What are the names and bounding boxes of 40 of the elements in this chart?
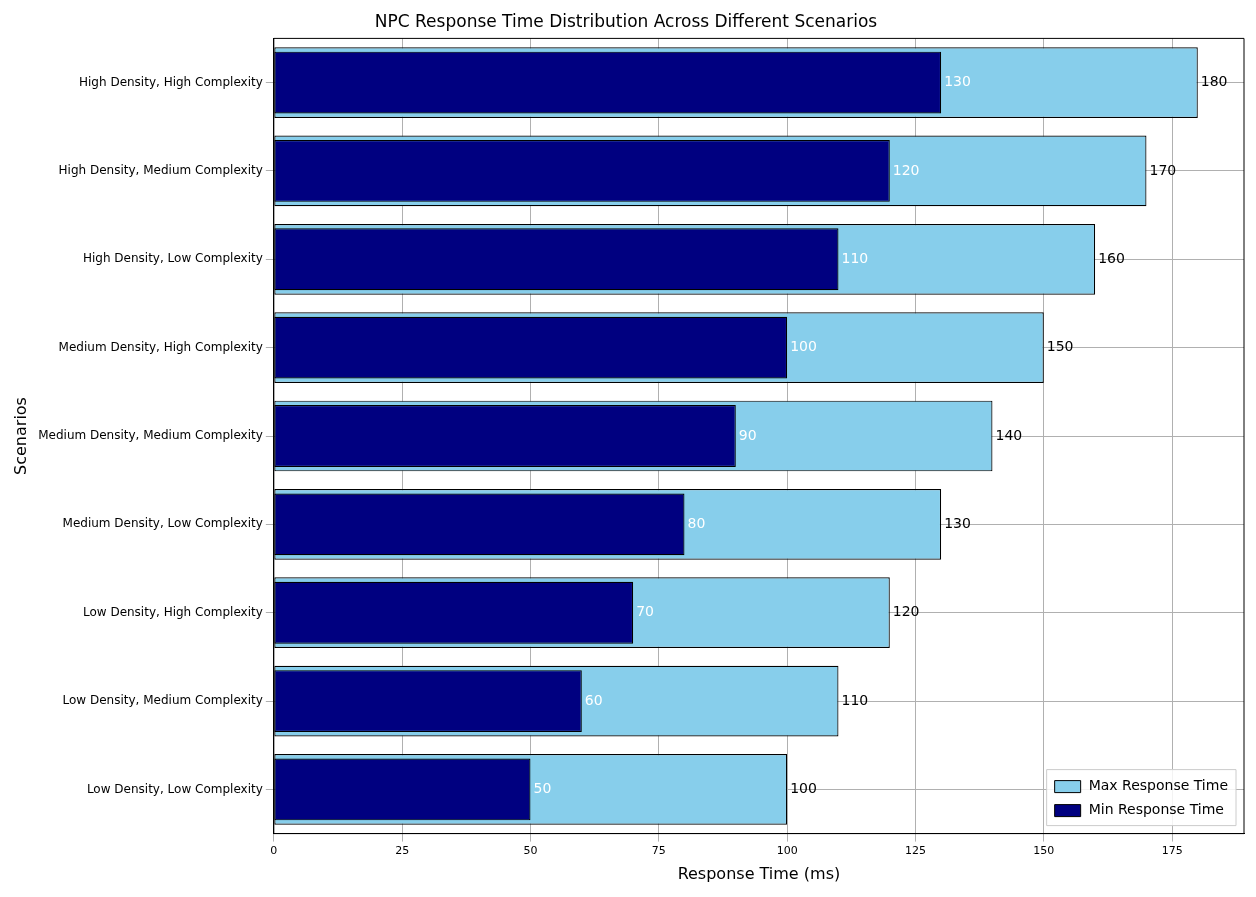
x-tick-label: 100 — [776, 844, 798, 858]
data-label: 160 — [1098, 249, 1125, 266]
y-tick-label: Low Density, Low Complexity — [86, 781, 263, 796]
data-label: 110 — [841, 249, 869, 266]
y-tick-label: Medium Density, Medium Complexity — [38, 428, 263, 443]
data-label: 170 — [1149, 161, 1177, 178]
data-label: 100 — [790, 780, 817, 797]
y-tick-label: High Density, Medium Complexity — [58, 163, 263, 178]
x-tick-label: 125 — [904, 844, 926, 858]
legend-label: Max Response Time — [1088, 777, 1228, 794]
data-label: 110 — [841, 691, 869, 708]
x-tick-label: 25 — [395, 844, 410, 858]
x-tick-label: 0 — [270, 844, 278, 858]
data-label: 100 — [790, 338, 817, 355]
y-tick-label: High Density, High Complexity — [78, 74, 263, 89]
data-label: 130 — [944, 515, 971, 531]
data-label: 60 — [584, 691, 603, 708]
data-label: 140 — [995, 426, 1023, 443]
x-axis-title: Response Time (ms) — [677, 863, 841, 883]
y-tick-label: Medium Density, High Complexity — [58, 339, 263, 354]
y-tick-label: High Density, Low Complexity — [82, 251, 263, 266]
data-label: 50 — [533, 780, 552, 797]
data-label: 90 — [738, 426, 757, 443]
data-label: 180 — [1200, 73, 1228, 90]
x-tick-label: 75 — [651, 844, 666, 858]
y-axis-title: Scenarios — [10, 397, 30, 475]
data-label: 120 — [892, 161, 920, 178]
data-label: 80 — [687, 515, 706, 531]
x-tick-label: 150 — [1033, 844, 1055, 858]
x-tick-label: 175 — [1161, 844, 1183, 858]
data-label: 120 — [892, 603, 920, 620]
y-tick-label: Low Density, High Complexity — [82, 604, 263, 619]
y-tick-label: Medium Density, Low Complexity — [62, 516, 263, 531]
data-label: 70 — [636, 603, 654, 620]
data-label: 130 — [944, 73, 971, 90]
x-tick-label: 50 — [523, 844, 538, 858]
data-label: 150 — [1046, 338, 1074, 355]
legend-label: Min Response Time — [1088, 801, 1224, 818]
chart-title: NPC Response Time Distribution Across Different Scenarios — [374, 10, 878, 31]
y-tick-label: Low Density, Medium Complexity — [62, 693, 263, 708]
